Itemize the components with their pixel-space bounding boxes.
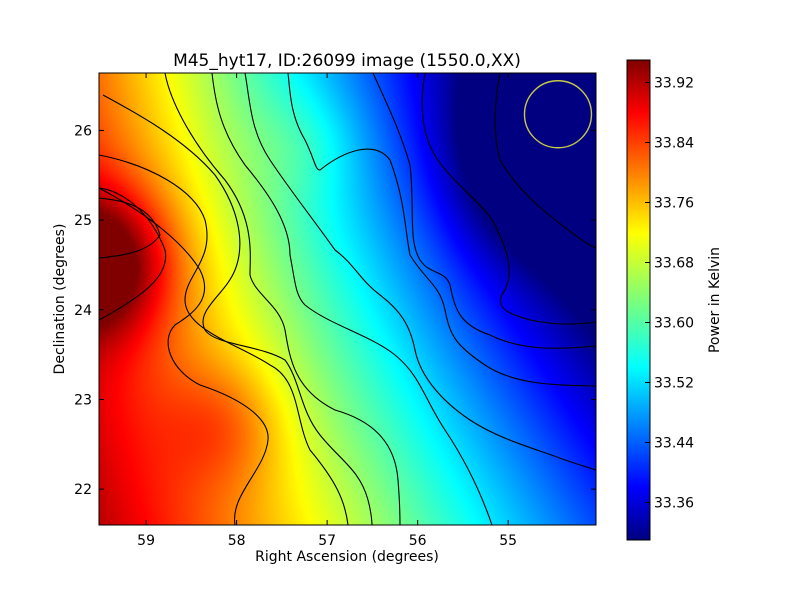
contour-lines xyxy=(99,73,596,525)
plot-frame xyxy=(98,72,597,526)
x-tick-label: 56 xyxy=(409,533,427,549)
y-tick-label: 24 xyxy=(74,303,92,319)
x-tick-label: 58 xyxy=(228,533,246,549)
y-axis-label: Declination (degrees) xyxy=(52,224,68,375)
chart-title: M45_hyt17, ID:26099 image (1550.0,XX) xyxy=(173,51,521,71)
contour-line xyxy=(494,73,596,249)
x-tick-label: 57 xyxy=(318,533,336,549)
colorbar-tick-label: 33.92 xyxy=(654,76,694,92)
contour-line xyxy=(287,73,596,387)
y-tick-label: 25 xyxy=(74,213,92,229)
colorbar-gradient xyxy=(626,59,651,541)
colorbar: 33.36 33.44 33.52 33.60 33.68 33.76 33.84 33.92… xyxy=(626,59,723,541)
contour-line xyxy=(211,73,493,525)
colorbar-tick-label: 33.60 xyxy=(654,316,694,332)
colorbar-ticks: 33.36 33.44 33.52 33.60 33.68 33.76 33.84 33.92 xyxy=(645,76,694,512)
contour-line xyxy=(99,187,167,321)
heatmap-area xyxy=(99,73,596,525)
x-tick-label: 59 xyxy=(137,533,155,549)
contour-line xyxy=(164,73,401,525)
colorbar-tick-label: 33.76 xyxy=(654,196,694,212)
colorbar-tick-label: 33.52 xyxy=(654,376,694,392)
contour-line xyxy=(244,73,596,471)
colorbar-label: Power in Kelvin xyxy=(707,247,723,353)
colorbar-tick-label: 33.68 xyxy=(654,256,694,272)
colorbar-tick-label: 33.36 xyxy=(654,496,694,512)
beam-marker xyxy=(523,80,593,149)
y-axis: 22 23 24 25 26 xyxy=(74,123,596,498)
heatmap-image xyxy=(99,73,596,525)
colorbar-tick-label: 33.84 xyxy=(654,136,694,152)
contour-line xyxy=(99,197,161,259)
contour-line xyxy=(421,73,596,325)
y-tick-label: 22 xyxy=(74,482,92,498)
y-tick-label: 23 xyxy=(74,392,92,408)
x-axis-label: Right Ascension (degrees) xyxy=(255,549,439,565)
y-tick-label: 26 xyxy=(74,123,92,139)
contour-line xyxy=(99,154,349,525)
contour-line xyxy=(102,94,373,525)
x-tick-label: 55 xyxy=(499,533,517,549)
colorbar-tick-label: 33.44 xyxy=(654,436,694,452)
contour-line xyxy=(372,73,596,349)
x-axis: 59 58 57 56 55 xyxy=(137,73,517,549)
contour-line xyxy=(99,187,269,525)
